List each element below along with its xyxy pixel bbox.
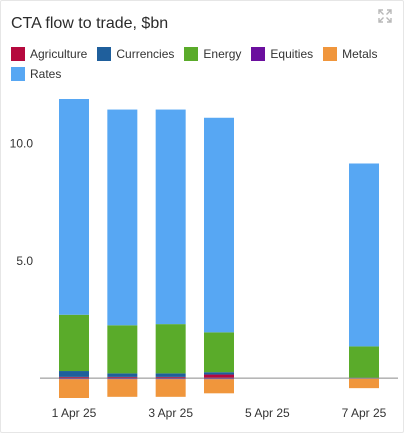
bar-segment-metals (349, 378, 379, 389)
legend-item-agriculture[interactable]: Agriculture (11, 47, 87, 61)
legend-row: Agriculture Currencies Energy Equities Metal… (11, 45, 391, 63)
bar-segment-rates (107, 109, 138, 326)
y-tick-label: 5.0 (16, 254, 33, 268)
legend-swatch (184, 47, 199, 61)
expand-icon[interactable] (377, 8, 393, 24)
legend-item-currencies[interactable]: Currencies (97, 47, 174, 61)
legend-label: Metals (342, 47, 378, 61)
bar-segment-currencies (204, 372, 234, 375)
legend-swatch (11, 67, 25, 81)
bar-segment-currencies (107, 373, 138, 377)
bar-segment-rates (204, 117, 234, 333)
legend-swatch (11, 47, 25, 61)
bar-segment-metals (107, 379, 138, 397)
bar-segment-currencies (155, 373, 186, 377)
bar-segment-energy (59, 314, 89, 372)
x-tick-label: 7 Apr 25 (342, 406, 387, 420)
x-tick-label: 5 Apr 25 (245, 406, 290, 420)
legend-item-energy[interactable]: Energy (184, 47, 241, 61)
bar-segment-equities (107, 378, 138, 380)
bar-segment-equities (59, 378, 89, 380)
legend-row: Rates (11, 65, 391, 83)
bar-segment-currencies (59, 371, 89, 377)
x-tick-label: 1 Apr 25 (52, 406, 97, 420)
bar-segment-rates (59, 99, 89, 315)
bar-segment-metals (155, 379, 186, 397)
legend-label: Currencies (116, 47, 175, 61)
bar-segment-equities (204, 378, 234, 380)
legend-label: Rates (30, 67, 62, 81)
bar-segment-rates (349, 163, 379, 347)
legend-item-metals[interactable]: Metals (323, 47, 377, 61)
bar-segment-equities (155, 378, 186, 380)
bar-segment-energy (107, 325, 138, 374)
legend-swatch (97, 47, 112, 61)
legend-label: Energy (203, 47, 242, 61)
legend-swatch (323, 47, 338, 61)
y-tick-label: 10.0 (10, 137, 34, 151)
bar-segment-energy (204, 332, 234, 373)
chart-title: CTA flow to trade, $bn (11, 15, 169, 32)
legend-item-equities[interactable]: Equities (251, 47, 313, 61)
x-tick-label: 3 Apr 25 (148, 406, 193, 420)
legend-swatch (251, 47, 266, 61)
bar-segment-agriculture (107, 376, 138, 379)
bar-segment-agriculture (155, 376, 186, 379)
bar-segment-metals (204, 379, 234, 394)
chart-legend: Agriculture Currencies Energy Equities Metal… (11, 45, 391, 85)
bar-segment-agriculture (204, 374, 234, 379)
legend-item-rates[interactable]: Rates (11, 67, 61, 81)
legend-label: Agriculture (30, 47, 88, 61)
bar-segment-rates (155, 109, 186, 325)
bar-segment-energy (349, 346, 379, 379)
bar-segment-agriculture (59, 376, 89, 379)
bar-segment-energy (155, 324, 186, 374)
legend-label: Equities (270, 47, 314, 61)
bar-segment-metals (59, 379, 89, 398)
